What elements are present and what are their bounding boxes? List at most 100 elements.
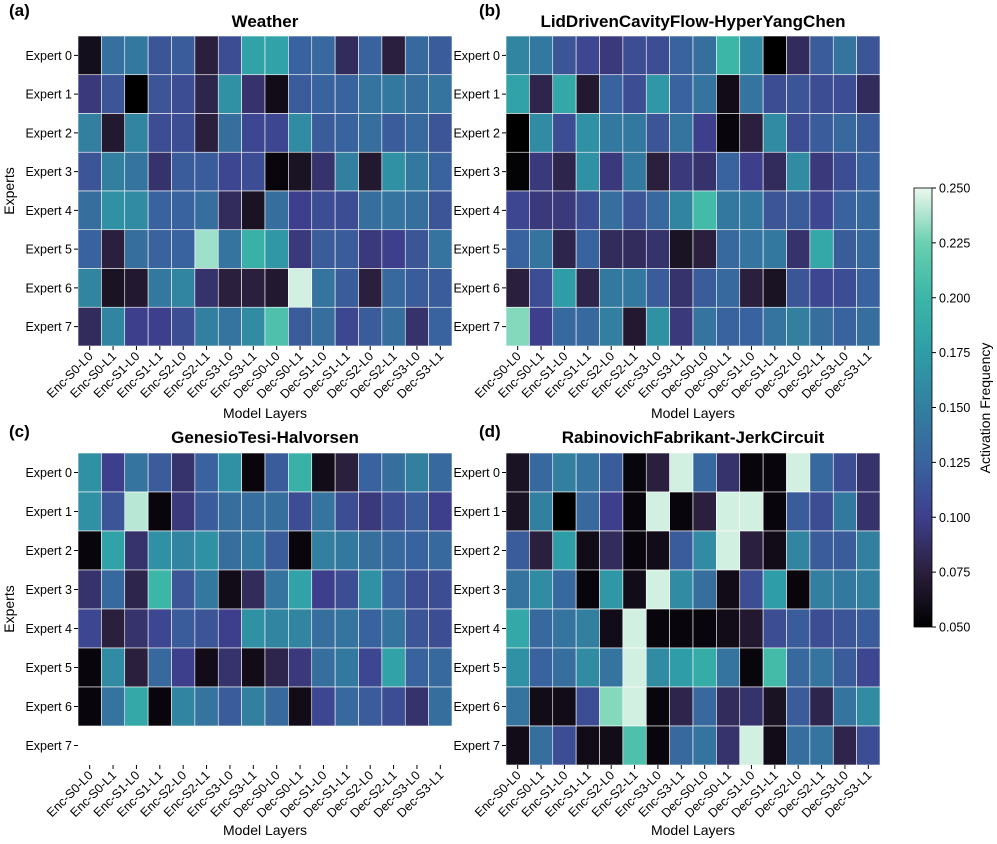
- heatmap-cell: [575, 608, 600, 649]
- heatmap-cell: [739, 452, 764, 493]
- heatmap-cell: [856, 306, 881, 347]
- heatmap-cell: [334, 190, 359, 231]
- heatmap-cell: [622, 686, 647, 727]
- heatmap-cell: [809, 190, 834, 231]
- heatmap-cell: [241, 491, 266, 532]
- heatmap-cell: [264, 74, 289, 114]
- heatmap-cell: [505, 647, 530, 688]
- heatmap-cell: [381, 530, 406, 571]
- panel-letter-c: (c): [9, 422, 30, 441]
- heatmap-cell: [669, 686, 694, 727]
- heatmap-cell: [505, 113, 530, 153]
- heatmap-cell: [575, 452, 600, 493]
- heatmap-cell: [241, 35, 266, 76]
- heatmap-cell: [786, 306, 811, 347]
- heatmap-cell: [552, 151, 577, 192]
- heatmap-cell: [288, 151, 313, 192]
- heatmap-cell: [809, 686, 834, 727]
- heatmap-cell: [194, 530, 219, 571]
- heatmap-cell: [194, 268, 219, 308]
- heatmap-cell: [217, 268, 242, 308]
- heatmap-cell: [552, 306, 577, 347]
- y-tick-label: Expert 6: [25, 700, 72, 714]
- heatmap-cell: [241, 647, 266, 688]
- heatmap-cell: [101, 452, 126, 493]
- heatmap-cell: [194, 452, 219, 493]
- heatmap-cell: [529, 268, 554, 308]
- panel-title-b: LidDrivenCavityFlow-HyperYangChen: [540, 12, 845, 31]
- heatmap-cell: [77, 151, 102, 192]
- heatmap-cell: [575, 229, 600, 269]
- heatmap-cell: [334, 569, 359, 610]
- heatmap-cell: [599, 190, 624, 231]
- heatmap-cell: [381, 569, 406, 610]
- heatmap-cell: [334, 608, 359, 649]
- heatmap-cell: [832, 686, 857, 727]
- heatmap-cell: [762, 113, 787, 153]
- heatmap-cell: [599, 725, 624, 766]
- colorbar-tick-label: 0.200: [939, 291, 970, 305]
- heatmap-cell: [171, 306, 196, 347]
- heatmap-cell: [716, 686, 741, 727]
- heatmap-cell: [217, 306, 242, 347]
- heatmap-cell: [381, 190, 406, 231]
- heatmap-cell: [264, 491, 289, 532]
- heatmap-cell: [381, 491, 406, 532]
- heatmap-cell: [77, 229, 102, 269]
- heatmap-cell: [171, 491, 196, 532]
- heatmap-cell: [599, 530, 624, 571]
- heatmap-cell: [786, 74, 811, 114]
- heatmap-cell: [288, 530, 313, 571]
- heatmap-cell: [786, 229, 811, 269]
- heatmap-cell: [599, 569, 624, 610]
- heatmap-cell: [334, 35, 359, 76]
- heatmap-cell: [669, 229, 694, 269]
- heatmap-cell: [599, 647, 624, 688]
- heatmap-cell: [552, 452, 577, 493]
- y-tick-label: Expert 5: [25, 661, 72, 675]
- heatmap-cell: [809, 647, 834, 688]
- heatmap-cell: [716, 725, 741, 766]
- colorbar-tick-label: 0.150: [939, 401, 970, 415]
- heatmap-cell: [404, 647, 429, 688]
- heatmap-cell: [809, 35, 834, 76]
- heatmap-cell: [381, 229, 406, 269]
- heatmap-cell: [428, 35, 453, 76]
- y-tick-label: Expert 3: [25, 165, 72, 179]
- heatmap-c: Expert 0 Expert 1 Expert 2 Expert 3 Expert 4…: [25, 452, 453, 820]
- heatmap-cell: [101, 190, 126, 231]
- heatmap-cell: [599, 35, 624, 76]
- y-tick-label: Expert 6: [453, 700, 500, 714]
- heatmap-b: Expert 0 Expert 1 Expert 2 Expert 3 Expert 4…: [453, 35, 881, 401]
- heatmap-cell: [358, 190, 383, 231]
- heatmap-cell: [264, 452, 289, 493]
- y-axis-label-a: Experts: [1, 167, 17, 214]
- heatmap-cell: [856, 608, 881, 649]
- heatmap-cell: [288, 35, 313, 76]
- heatmap-cell: [217, 608, 242, 649]
- heatmap-cell: [716, 647, 741, 688]
- heatmap-cell: [856, 151, 881, 192]
- heatmap-cell: [622, 725, 647, 766]
- panel-title-c: GenesioTesi-Halvorsen: [171, 428, 359, 447]
- heatmap-cell: [241, 151, 266, 192]
- heatmap-cell: [575, 647, 600, 688]
- heatmap-cell: [645, 190, 670, 231]
- heatmap-cell: [622, 452, 647, 493]
- heatmap-cell: [404, 569, 429, 610]
- heatmap-cell: [669, 190, 694, 231]
- heatmap-cell: [77, 268, 102, 308]
- heatmap-cell: [288, 686, 313, 727]
- heatmap-cell: [692, 35, 717, 76]
- heatmap-cell: [786, 725, 811, 766]
- heatmap-cell: [669, 74, 694, 114]
- heatmap-cell: [288, 190, 313, 231]
- y-tick-label: Expert 7: [453, 320, 500, 334]
- heatmap-cell: [786, 686, 811, 727]
- x-axis-label-d: Model Layers: [651, 822, 735, 838]
- heatmap-cell: [217, 190, 242, 231]
- heatmap-cell: [428, 608, 453, 649]
- heatmap-cell: [358, 569, 383, 610]
- y-tick-label: Expert 3: [453, 165, 500, 179]
- heatmap-cell: [739, 647, 764, 688]
